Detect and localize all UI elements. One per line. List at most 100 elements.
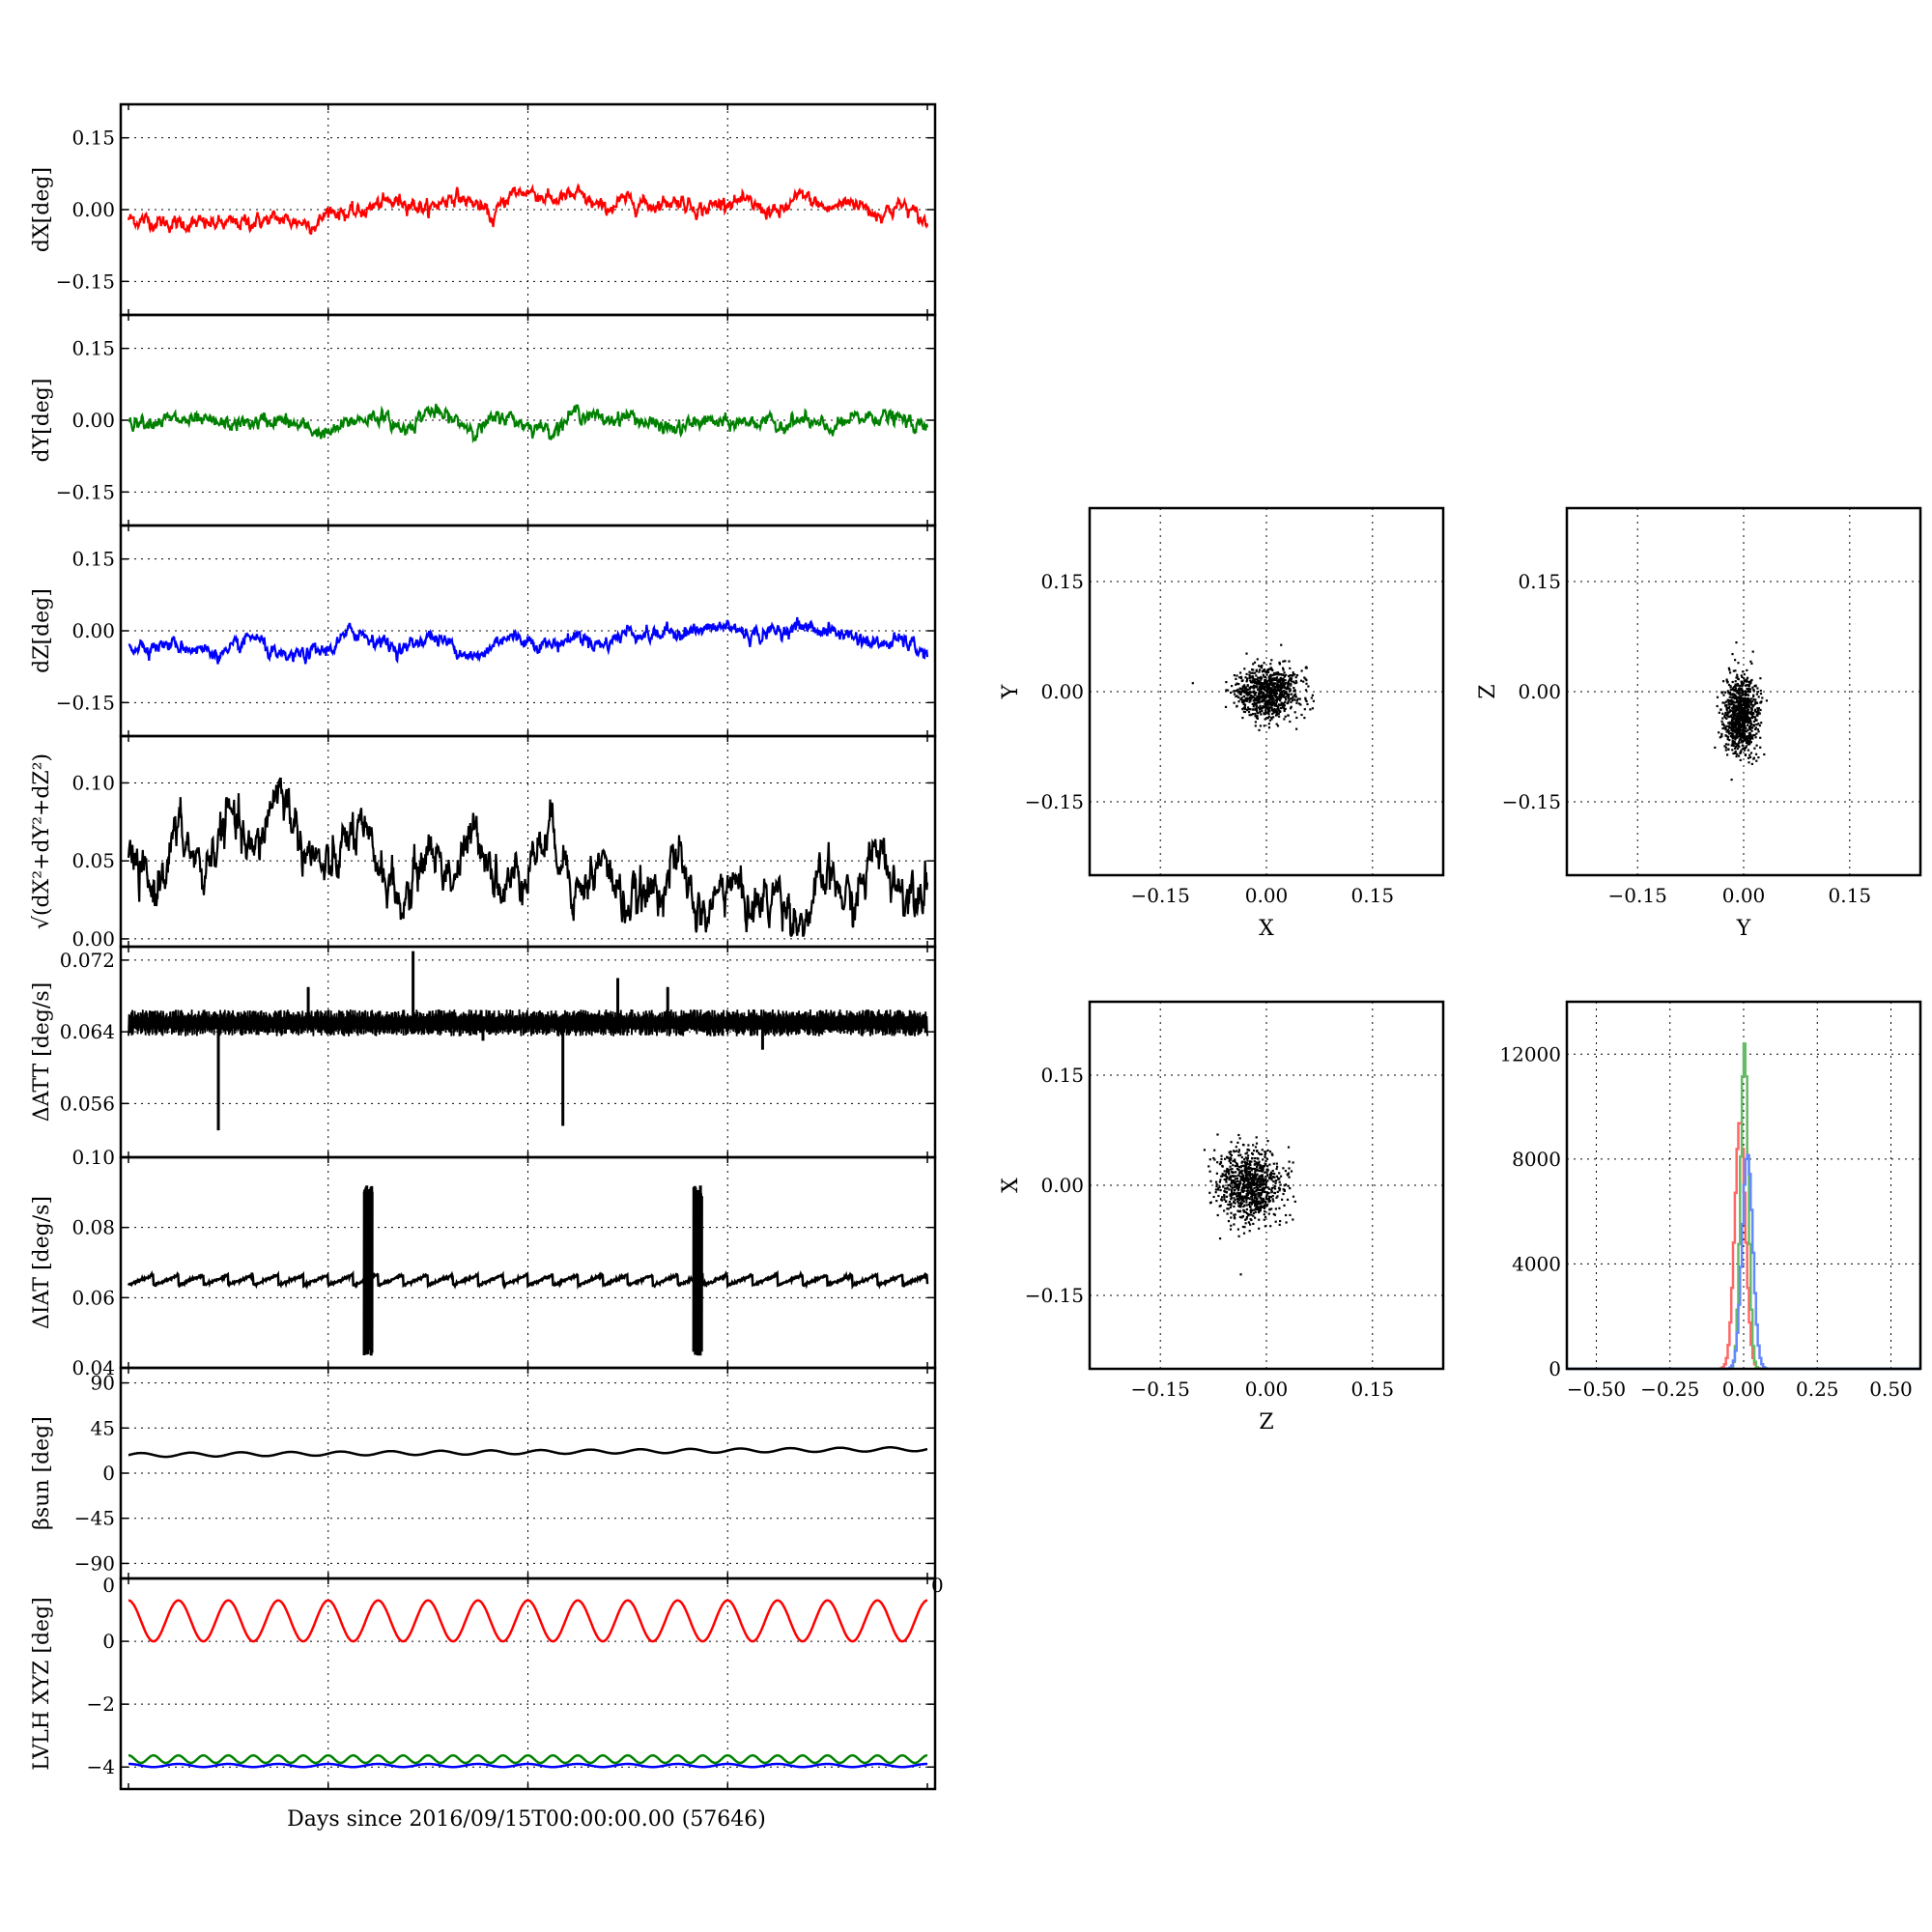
scatter-point (1256, 1180, 1259, 1183)
scatter-point (1293, 682, 1296, 685)
scatter-point (1287, 700, 1290, 703)
scatter-point (1270, 716, 1273, 719)
scatter-point (1242, 1174, 1245, 1177)
scatter-point (1248, 1149, 1251, 1151)
scatter-point (1268, 689, 1272, 693)
scatter-point (1278, 715, 1281, 718)
scatter-point (1215, 1183, 1218, 1186)
scatter-point (1739, 758, 1742, 761)
scatter-point (1279, 684, 1282, 687)
scatter-point (1268, 696, 1271, 698)
scatter-point (1759, 693, 1763, 696)
scatter-point (1731, 653, 1734, 656)
scatter-point (1279, 1183, 1282, 1186)
scatter-point (1242, 702, 1245, 705)
scatter-point (1274, 682, 1277, 685)
scatter-point (1218, 1180, 1221, 1183)
scatter-point (1255, 686, 1258, 689)
scatter-point (1737, 662, 1740, 665)
scatter-point (1252, 1211, 1256, 1214)
scatter-point (1269, 694, 1272, 696)
scatter-point (1258, 1188, 1261, 1191)
scatter-point (1263, 1188, 1265, 1191)
scatter-point (1258, 686, 1261, 689)
scatter-point (1286, 701, 1289, 705)
y-tick-label: 0.15 (1040, 570, 1084, 593)
scatter-point (1216, 1161, 1219, 1164)
scatter-point (1255, 1161, 1258, 1164)
scatter-point (1258, 728, 1261, 731)
scatter-point (1268, 707, 1271, 710)
scatter-point (1251, 1167, 1254, 1171)
scatter-point (1727, 683, 1731, 687)
scatter-point (1739, 710, 1742, 713)
scatter-point (1746, 680, 1748, 683)
scatter-point (1739, 699, 1743, 702)
scatter-point (1731, 699, 1734, 702)
scatter-point (1741, 694, 1744, 696)
scatter-point (1270, 659, 1273, 662)
scatter-point (1277, 712, 1280, 715)
scatter-point (1229, 1168, 1233, 1171)
scatter-point (1262, 1158, 1264, 1161)
scatter-point (1275, 1179, 1278, 1182)
scatter-point (1238, 1215, 1241, 1218)
scatter-point (1278, 1223, 1281, 1226)
scatter-point (1225, 689, 1228, 692)
scatter-point (1726, 711, 1729, 714)
scatter-point (1261, 664, 1264, 668)
scatter-point (1245, 1204, 1248, 1207)
scatter-point (1279, 696, 1282, 699)
scatter-point (1289, 677, 1292, 680)
scatter-point (1266, 670, 1269, 673)
scatter-point (1235, 1185, 1238, 1188)
scatter-point (1233, 1150, 1236, 1152)
scatter-point (1267, 700, 1270, 703)
scatter-point (1737, 705, 1740, 708)
scatter-point (1259, 1182, 1263, 1186)
scatter-point (1741, 689, 1744, 692)
y-tick-label: 12000 (1499, 1042, 1561, 1065)
scatter-point (1747, 706, 1749, 709)
scatter-point (1254, 1183, 1257, 1186)
scatter-point (1218, 1163, 1222, 1166)
scatter-point (1279, 691, 1282, 694)
scatter-point (1232, 1171, 1236, 1174)
scatter-point (1248, 1191, 1251, 1194)
y-tick-label: 8000 (1512, 1148, 1561, 1171)
panel-norm: 0.000.050.10√(dX²+dY²+dZ²) (30, 734, 937, 951)
scatter-point (1733, 704, 1736, 708)
scatter-point (1247, 1189, 1250, 1192)
scatter-point (1739, 692, 1742, 695)
scatter-point (1739, 726, 1743, 729)
scatter-point (1248, 673, 1251, 676)
scatter-point (1747, 721, 1750, 724)
scatter-point (1747, 761, 1750, 764)
scatter-point (1263, 1218, 1265, 1221)
scatter-point (1243, 1183, 1246, 1187)
scatter-point (1243, 668, 1246, 670)
scatter-point (1282, 668, 1285, 671)
scatter-point (1284, 660, 1287, 663)
scatter-point (1290, 684, 1293, 687)
scatter-point (1745, 692, 1747, 695)
scatter-point (1757, 707, 1760, 710)
scatter-point (1267, 1187, 1271, 1190)
scatter-point (1242, 1232, 1246, 1235)
scatter-point (1238, 1179, 1241, 1183)
scatter-point (1245, 652, 1248, 655)
scatter-point (1260, 682, 1263, 685)
scatter-point (1236, 689, 1238, 693)
scatter-point (1736, 675, 1739, 678)
scatter-point (1287, 682, 1291, 685)
scatter-point (1236, 1199, 1240, 1202)
scatter-point (1750, 716, 1753, 719)
scatter-point (1251, 695, 1254, 697)
scatter-point (1744, 717, 1747, 721)
scatter-point (1233, 1223, 1236, 1226)
scatter-point (1264, 1186, 1267, 1189)
scatter-point (1262, 1179, 1264, 1182)
scatter-point (1735, 726, 1738, 730)
